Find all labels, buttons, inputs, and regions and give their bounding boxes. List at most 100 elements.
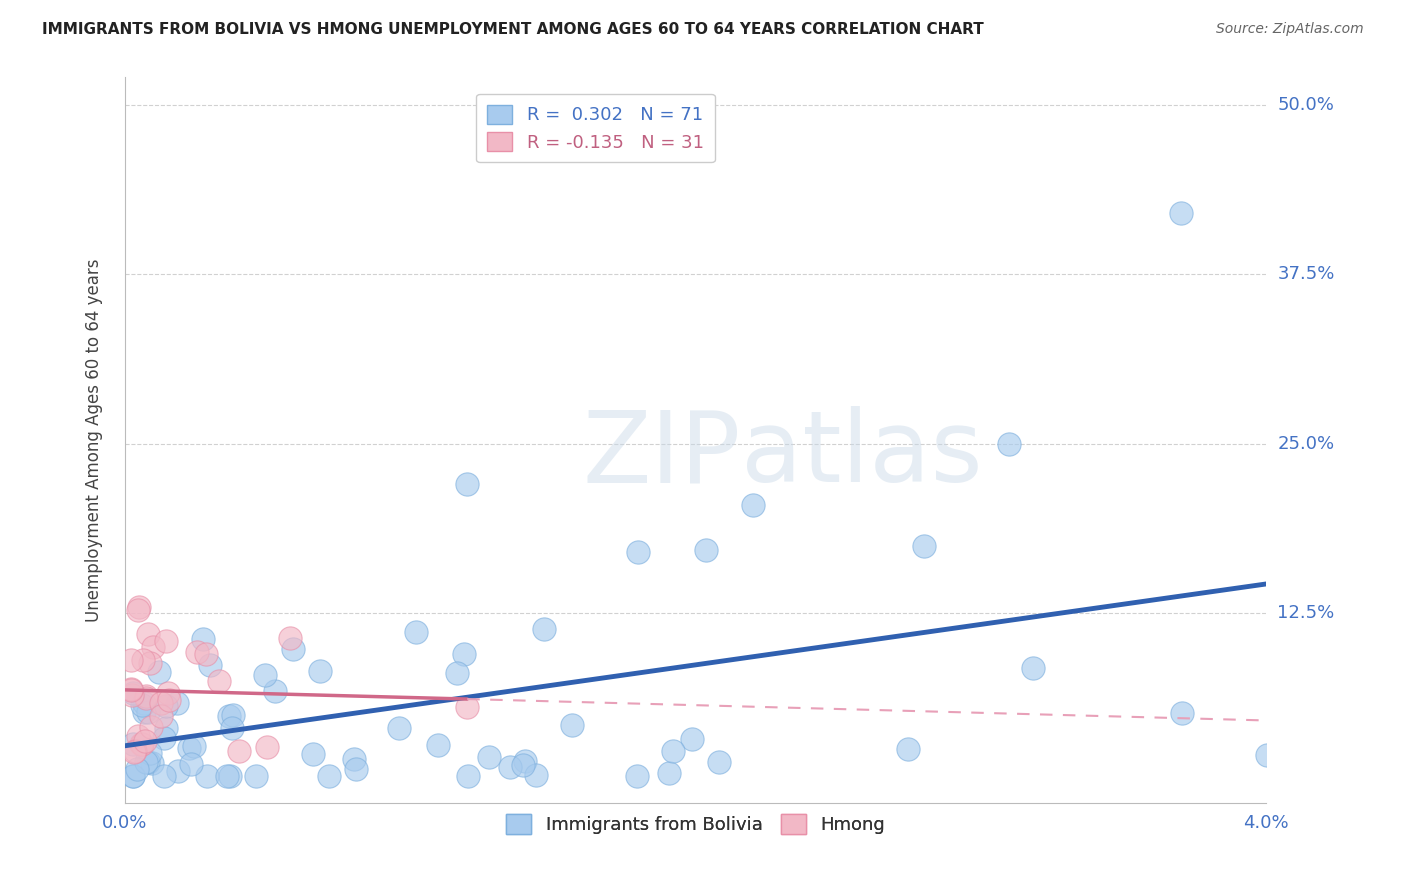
Point — [498, 760, 520, 774]
Point — [626, 769, 648, 783]
Point — [121, 688, 143, 702]
Point — [1022, 660, 1045, 674]
Point — [153, 769, 176, 783]
Point — [122, 745, 145, 759]
Point — [132, 653, 155, 667]
Point — [124, 744, 146, 758]
Point — [1170, 206, 1192, 220]
Point — [148, 665, 170, 679]
Point — [254, 668, 277, 682]
Point — [135, 690, 157, 705]
Point — [136, 705, 159, 719]
Point — [456, 699, 478, 714]
Point — [627, 545, 650, 559]
Point — [741, 498, 763, 512]
Point — [309, 664, 332, 678]
Text: 12.5%: 12.5% — [1278, 605, 1334, 623]
Point — [141, 720, 163, 734]
Point — [457, 769, 479, 783]
Point — [155, 699, 177, 714]
Point — [218, 709, 240, 723]
Point — [155, 633, 177, 648]
Point — [125, 762, 148, 776]
Point — [256, 740, 278, 755]
Point — [456, 477, 478, 491]
Point — [157, 693, 180, 707]
Point — [167, 764, 190, 778]
Text: Source: ZipAtlas.com: Source: ZipAtlas.com — [1216, 22, 1364, 37]
Point — [135, 756, 157, 770]
Point — [221, 721, 243, 735]
Point — [897, 742, 920, 756]
Point — [658, 765, 681, 780]
Point — [681, 731, 703, 746]
Point — [513, 754, 536, 768]
Point — [318, 769, 340, 783]
Point — [128, 599, 150, 614]
Point — [166, 696, 188, 710]
Point — [478, 750, 501, 764]
Point — [512, 758, 534, 772]
Point — [150, 697, 173, 711]
Point — [122, 769, 145, 783]
Point — [134, 696, 156, 710]
Point — [136, 755, 159, 769]
Point — [662, 744, 685, 758]
Text: 25.0%: 25.0% — [1278, 434, 1334, 453]
Point — [343, 752, 366, 766]
Point — [149, 708, 172, 723]
Point — [280, 631, 302, 645]
Point — [561, 717, 583, 731]
Point — [129, 737, 152, 751]
Point — [135, 689, 157, 703]
Point — [453, 647, 475, 661]
Point — [122, 686, 145, 700]
Point — [183, 739, 205, 753]
Point — [122, 738, 145, 752]
Point — [142, 640, 165, 655]
Point — [131, 737, 153, 751]
Point — [912, 539, 935, 553]
Point — [346, 762, 368, 776]
Point — [139, 746, 162, 760]
Point — [533, 623, 555, 637]
Point — [191, 632, 214, 646]
Point — [127, 603, 149, 617]
Point — [388, 722, 411, 736]
Y-axis label: Unemployment Among Ages 60 to 64 years: Unemployment Among Ages 60 to 64 years — [86, 259, 103, 622]
Point — [136, 626, 159, 640]
Point — [245, 769, 267, 783]
Point — [195, 647, 218, 661]
Text: ZIP: ZIP — [583, 407, 741, 503]
Point — [131, 698, 153, 713]
Point — [155, 721, 177, 735]
Point — [195, 769, 218, 783]
Point — [405, 624, 427, 639]
Point — [120, 682, 142, 697]
Point — [1336, 464, 1358, 478]
Point — [186, 645, 208, 659]
Point — [264, 684, 287, 698]
Point — [1267, 733, 1289, 747]
Text: atlas: atlas — [741, 407, 983, 503]
Point — [217, 769, 239, 783]
Point — [141, 756, 163, 770]
Point — [281, 642, 304, 657]
Point — [134, 705, 156, 719]
Point — [127, 729, 149, 743]
Point — [228, 744, 250, 758]
Point — [1171, 706, 1194, 721]
Point — [695, 542, 717, 557]
Point — [120, 653, 142, 667]
Text: 37.5%: 37.5% — [1278, 265, 1334, 283]
Point — [153, 731, 176, 746]
Point — [222, 708, 245, 723]
Point — [180, 757, 202, 772]
Point — [122, 769, 145, 783]
Point — [709, 756, 731, 770]
Point — [997, 437, 1019, 451]
Point — [208, 674, 231, 689]
Point — [156, 686, 179, 700]
Point — [446, 665, 468, 680]
Point — [302, 747, 325, 762]
